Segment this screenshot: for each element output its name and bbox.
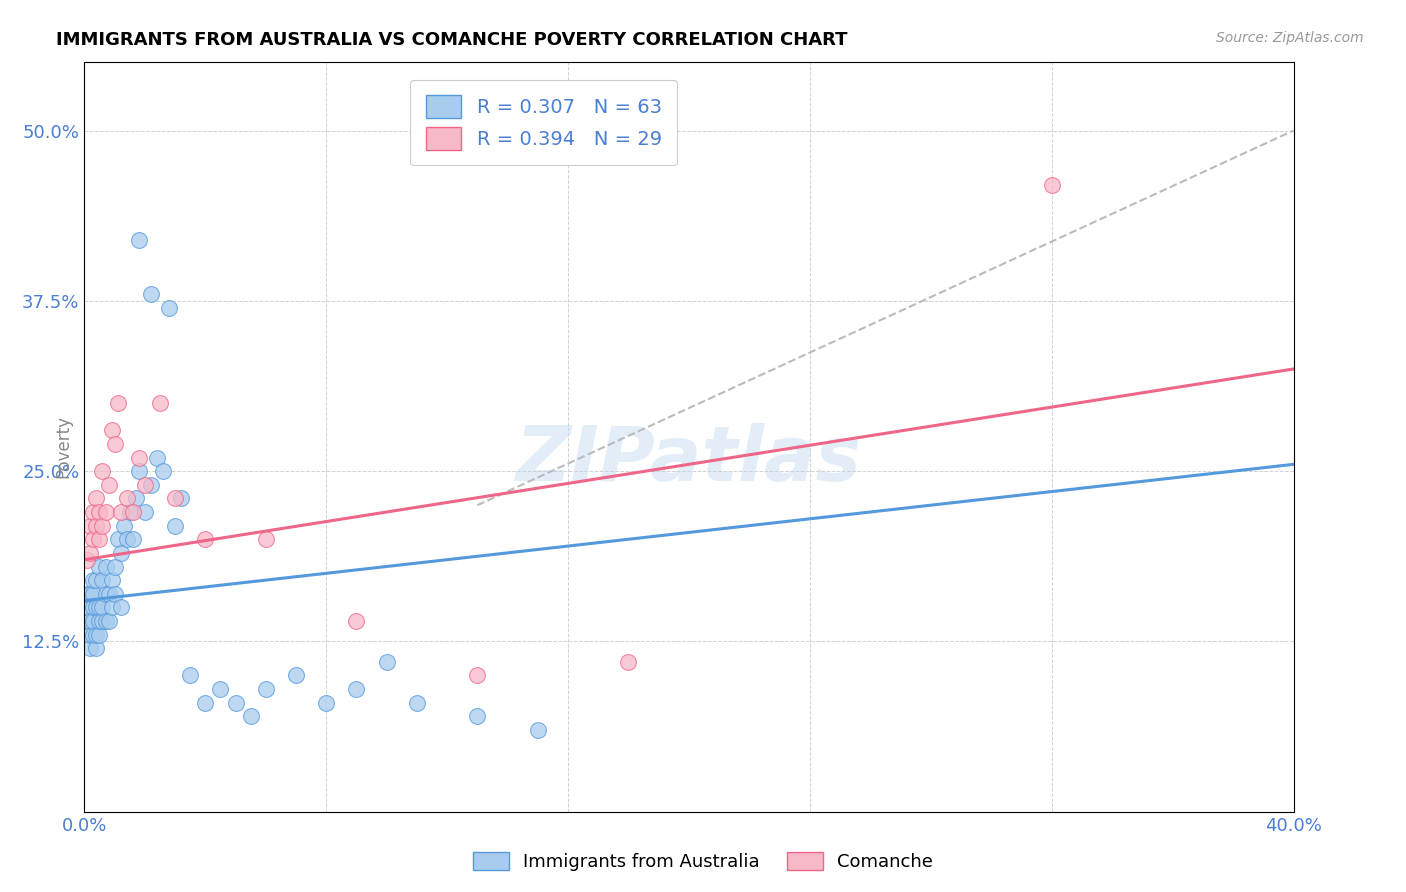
Text: IMMIGRANTS FROM AUSTRALIA VS COMANCHE POVERTY CORRELATION CHART: IMMIGRANTS FROM AUSTRALIA VS COMANCHE PO…: [56, 31, 848, 49]
Point: [134, 505, 156, 519]
Point: [107, 533, 129, 547]
Point: [527, 723, 550, 737]
Point: [89, 627, 111, 641]
Point: [112, 518, 135, 533]
Point: [146, 450, 169, 465]
Point: [194, 696, 217, 710]
Point: [375, 655, 398, 669]
Point: [170, 491, 193, 506]
Point: [617, 655, 640, 669]
Point: [139, 477, 162, 491]
Point: [118, 505, 141, 519]
Point: [82, 587, 104, 601]
Point: [406, 696, 429, 710]
Point: [107, 396, 129, 410]
Text: Poverty: Poverty: [55, 415, 72, 477]
Point: [346, 614, 368, 628]
Point: [86, 627, 108, 641]
Point: [91, 614, 114, 628]
Point: [110, 600, 132, 615]
Point: [86, 573, 108, 587]
Point: [94, 614, 117, 628]
Point: [1040, 178, 1063, 192]
Point: [76, 614, 98, 628]
Point: [110, 546, 132, 560]
Point: [225, 696, 247, 710]
Point: [179, 668, 201, 682]
Point: [239, 709, 262, 723]
Point: [86, 600, 108, 615]
Point: [76, 600, 98, 615]
Point: [139, 287, 162, 301]
Point: [91, 464, 114, 478]
Point: [89, 505, 111, 519]
Point: [79, 641, 101, 656]
Point: [104, 587, 127, 601]
Point: [128, 464, 150, 478]
Point: [91, 573, 114, 587]
Point: [315, 696, 337, 710]
Point: [86, 491, 108, 506]
Point: [79, 614, 101, 628]
Text: ZIPatlas: ZIPatlas: [516, 423, 862, 497]
Point: [194, 533, 217, 547]
Point: [157, 301, 180, 315]
Point: [254, 533, 277, 547]
Point: [89, 600, 111, 615]
Point: [94, 559, 117, 574]
Point: [79, 546, 101, 560]
Point: [121, 533, 143, 547]
Point: [165, 491, 187, 506]
Point: [149, 396, 172, 410]
Point: [115, 491, 138, 506]
Point: [82, 573, 104, 587]
Point: [346, 682, 368, 697]
Point: [97, 587, 120, 601]
Point: [97, 477, 120, 491]
Point: [125, 491, 148, 506]
Point: [100, 423, 122, 437]
Point: [86, 518, 108, 533]
Point: [165, 518, 187, 533]
Text: Source: ZipAtlas.com: Source: ZipAtlas.com: [1216, 31, 1364, 45]
Point: [79, 587, 101, 601]
Point: [91, 600, 114, 615]
Point: [76, 552, 98, 566]
Point: [104, 437, 127, 451]
Point: [82, 627, 104, 641]
Point: [100, 600, 122, 615]
Point: [97, 614, 120, 628]
Point: [100, 573, 122, 587]
Point: [115, 533, 138, 547]
Point: [79, 518, 101, 533]
Point: [79, 627, 101, 641]
Point: [128, 233, 150, 247]
Point: [82, 614, 104, 628]
Point: [110, 505, 132, 519]
Point: [94, 505, 117, 519]
Point: [128, 450, 150, 465]
Point: [104, 559, 127, 574]
Point: [134, 477, 156, 491]
Point: [285, 668, 308, 682]
Point: [91, 518, 114, 533]
Point: [94, 587, 117, 601]
Legend: Immigrants from Australia, Comanche: Immigrants from Australia, Comanche: [465, 845, 941, 879]
Point: [89, 614, 111, 628]
Point: [82, 533, 104, 547]
Point: [82, 600, 104, 615]
Point: [86, 641, 108, 656]
Legend: R = 0.307   N = 63, R = 0.394   N = 29: R = 0.307 N = 63, R = 0.394 N = 29: [411, 79, 678, 165]
Point: [89, 559, 111, 574]
Point: [209, 682, 232, 697]
Point: [254, 682, 277, 697]
Point: [467, 668, 489, 682]
Point: [82, 505, 104, 519]
Point: [152, 464, 174, 478]
Point: [121, 505, 143, 519]
Point: [89, 533, 111, 547]
Point: [76, 587, 98, 601]
Point: [467, 709, 489, 723]
